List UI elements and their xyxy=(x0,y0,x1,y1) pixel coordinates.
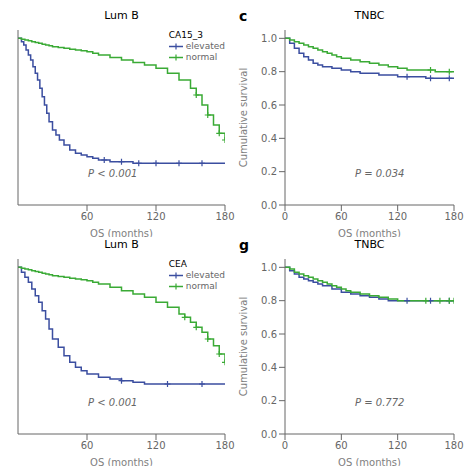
svg-text:0.8: 0.8 xyxy=(261,66,277,77)
html-text:Lum B: Lum B xyxy=(104,9,139,22)
svg-text:0.2: 0.2 xyxy=(261,166,277,177)
svg-text:180: 180 xyxy=(444,440,463,451)
html-text:CEA: CEA xyxy=(168,259,187,269)
svg-text:Cumulative survival: Cumulative survival xyxy=(238,68,249,167)
html-text:elevated: elevated xyxy=(185,270,225,280)
svg-text:60: 60 xyxy=(81,211,94,222)
svg-text:0: 0 xyxy=(282,440,288,451)
svg-text:0.4: 0.4 xyxy=(261,362,277,373)
svg-text:0.0: 0.0 xyxy=(261,200,277,211)
svg-text:180: 180 xyxy=(215,440,234,451)
html-text:P = 0.034: P = 0.034 xyxy=(355,168,405,179)
html-text:Lum B: Lum B xyxy=(104,238,139,251)
svg-text:120: 120 xyxy=(146,440,165,451)
svg-text:OS (months): OS (months) xyxy=(90,457,153,466)
svg-text:OS (months): OS (months) xyxy=(338,457,401,466)
svg-text:180: 180 xyxy=(215,211,234,222)
svg-text:0: 0 xyxy=(282,211,288,222)
svg-text:OS (months): OS (months) xyxy=(338,228,401,237)
svg-text:60: 60 xyxy=(335,211,348,222)
svg-text:1.0: 1.0 xyxy=(261,262,277,273)
svg-text:60: 60 xyxy=(81,440,94,451)
svg-text:60: 60 xyxy=(335,440,348,451)
html-text:normal: normal xyxy=(185,281,218,291)
html-text:normal: normal xyxy=(185,52,218,62)
html-text:TNBC: TNBC xyxy=(354,9,385,22)
svg-text:120: 120 xyxy=(388,211,407,222)
svg-text:120: 120 xyxy=(146,211,165,222)
svg-text:0.6: 0.6 xyxy=(261,329,277,340)
html-text:g: g xyxy=(239,237,249,253)
svg-text:0.2: 0.2 xyxy=(261,395,277,406)
html-text:c: c xyxy=(239,8,248,24)
svg-text:0.0: 0.0 xyxy=(261,429,277,440)
svg-text:180: 180 xyxy=(444,211,463,222)
html-text:P = 0.772: P = 0.772 xyxy=(355,397,405,408)
svg-text:0.8: 0.8 xyxy=(261,295,277,306)
html-text:CA15_3: CA15_3 xyxy=(168,30,203,40)
html-text:P < 0.001: P < 0.001 xyxy=(88,397,138,408)
svg-text:Cumulative survival: Cumulative survival xyxy=(238,297,249,396)
svg-text:1.0: 1.0 xyxy=(261,33,277,44)
html-text:TNBC: TNBC xyxy=(354,238,385,251)
html-text:elevated: elevated xyxy=(185,41,225,51)
svg-text:OS (months): OS (months) xyxy=(90,228,153,237)
html-text:P < 0.001: P < 0.001 xyxy=(88,168,138,179)
svg-text:0.4: 0.4 xyxy=(261,133,277,144)
svg-text:0.6: 0.6 xyxy=(261,100,277,111)
svg-text:120: 120 xyxy=(388,440,407,451)
